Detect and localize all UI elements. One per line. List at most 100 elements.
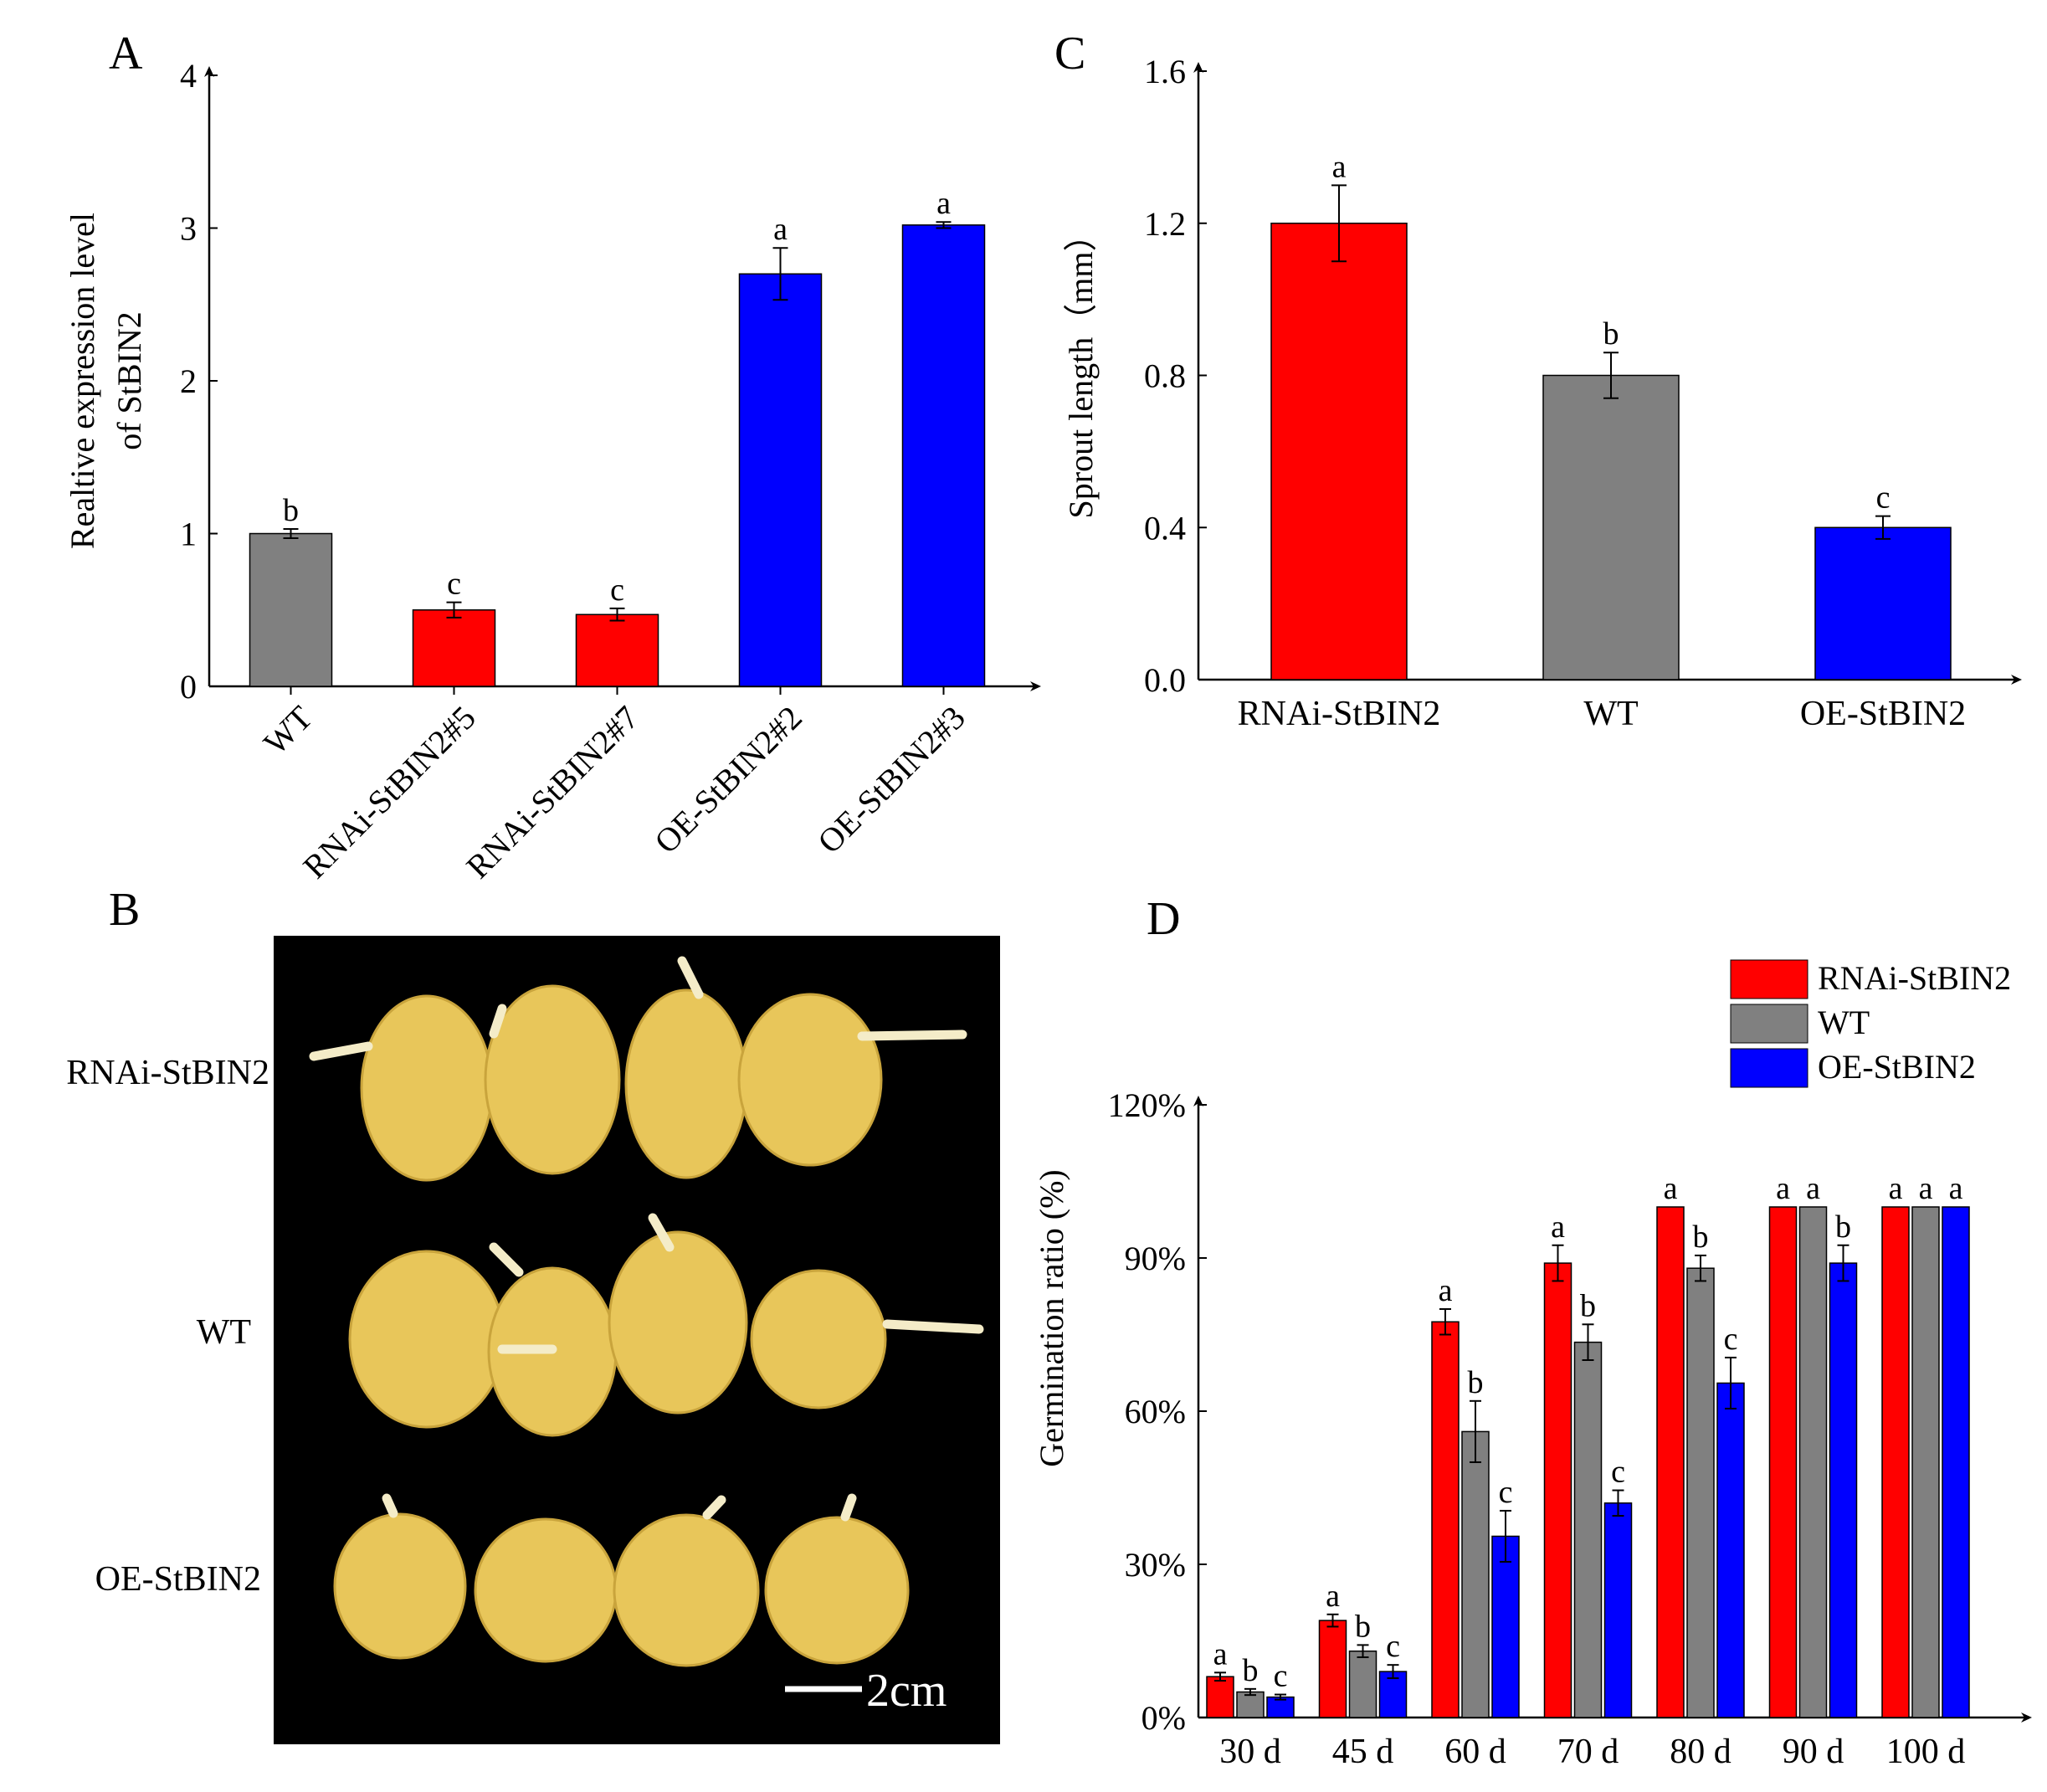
panel-d-bar xyxy=(1461,1430,1490,1718)
panel-d-significance-letter: a xyxy=(1889,1171,1903,1206)
panel-d-x-tick-label: 90 d xyxy=(1783,1733,1844,1771)
panel-d-bar xyxy=(1942,1206,1970,1718)
panel-d-legend: RNAi-StBIN2 WT OE-StBIN2 xyxy=(1730,959,2011,1088)
panel-a-chart: 0 1 2 3 4 b WT c RNAi-StBIN2#5 c RNAi-StBIN2#7 a OE-… xyxy=(180,57,1041,886)
panel-d-significance-letter: a xyxy=(1213,1636,1228,1671)
panel-d-significance-letter: c xyxy=(1499,1475,1513,1510)
panel-d-y-tick-label: 120% xyxy=(1108,1086,1186,1124)
legend-swatch-rnai xyxy=(1730,959,1808,999)
panel-c-chart: 0.0 0.4 0.8 1.2 1.6 a RNAi-StBIN2 b WT c OE-StBIN2 xyxy=(1144,53,2022,733)
photo-row-label-rnai: RNAi-StBIN2 xyxy=(66,1054,269,1092)
panel-a-bar xyxy=(575,614,659,687)
panel-d-significance-letter: b xyxy=(1243,1653,1259,1688)
legend-swatch-oe xyxy=(1730,1048,1808,1088)
panel-d-significance-letter: c xyxy=(1724,1322,1738,1357)
tuber-sprout xyxy=(648,1213,675,1252)
legend-label-wt: WT xyxy=(1818,1004,1870,1041)
panel-d-bar xyxy=(1798,1206,1828,1718)
panel-d-x-tick-label: 45 d xyxy=(1332,1733,1394,1771)
panel-d-bar xyxy=(1543,1262,1572,1718)
panel-c-bar xyxy=(1270,223,1408,680)
panel-a-significance-letter: b xyxy=(283,493,299,528)
panel-a-bar xyxy=(249,532,333,687)
panel-d-bar xyxy=(1431,1321,1460,1718)
tuber-shape xyxy=(624,988,748,1179)
panel-c-significance-letter: c xyxy=(1876,480,1891,516)
panel-d-x-tick-label: 80 d xyxy=(1670,1733,1731,1771)
panel-c-x-tick-label: OE-StBIN2 xyxy=(1800,695,1966,733)
panel-d-significance-letter: a xyxy=(1949,1171,1963,1206)
panel-a-ylabel-line1: Realtive expression level xyxy=(64,213,101,549)
panel-d-x-tick-label: 100 d xyxy=(1886,1733,1966,1771)
panel-d-bar xyxy=(1236,1691,1265,1718)
tuber-sprout xyxy=(489,1004,507,1039)
panel-c-y-tick-label: 1.2 xyxy=(1144,205,1186,243)
panel-d-bar xyxy=(1603,1502,1633,1718)
tuber-sprout xyxy=(882,1319,984,1334)
panel-c-significance-letter: b xyxy=(1603,316,1619,352)
tuber-shape xyxy=(750,1269,887,1409)
photo-row-label-oe: OE-StBIN2 xyxy=(95,1560,261,1599)
panel-a-y-tick-label: 4 xyxy=(180,57,197,95)
panel-d-x-tick-label: 70 d xyxy=(1557,1733,1619,1771)
tuber-photo-content xyxy=(309,956,984,1667)
panel-label-a: A xyxy=(109,28,143,80)
panel-d-bar xyxy=(1318,1620,1347,1718)
panel-d-bar xyxy=(1378,1671,1408,1718)
panel-d-y-tick-label: 0% xyxy=(1141,1699,1186,1737)
panel-a-significance-letter: c xyxy=(610,573,624,608)
panel-d-bar xyxy=(1829,1262,1858,1718)
tuber-sprout xyxy=(840,1493,857,1522)
legend-label-oe: OE-StBIN2 xyxy=(1818,1048,1976,1086)
panel-d-significance-letter: b xyxy=(1468,1365,1484,1400)
legend-swatch-wt xyxy=(1730,1004,1808,1044)
panel-c-y-tick-label: 1.6 xyxy=(1144,53,1186,90)
panel-a-significance-letter: a xyxy=(773,212,788,247)
panel-a-y-tick-label: 0 xyxy=(180,668,197,706)
panel-d-significance-letter: a xyxy=(1776,1171,1790,1206)
panel-b-photo: RNAi-StBIN2 WT OE-StBIN2 2cm xyxy=(66,936,1000,1744)
panel-c-y-tick-label: 0.4 xyxy=(1144,509,1186,547)
tuber-shape xyxy=(737,993,883,1167)
panel-d-x-tick-label: 60 d xyxy=(1444,1733,1506,1771)
panel-d-bar xyxy=(1768,1206,1798,1718)
panel-d-bar xyxy=(1881,1206,1910,1718)
tuber-sprout xyxy=(382,1493,398,1518)
panel-a-y-tick-label: 1 xyxy=(180,516,197,553)
tuber-shape xyxy=(360,994,494,1182)
panel-a-bar xyxy=(738,273,823,687)
scale-bar-label: 2cm xyxy=(866,1665,947,1717)
panel-c-x-tick-label: WT xyxy=(1583,695,1638,733)
panel-c-significance-letter: a xyxy=(1332,149,1347,184)
tuber-shape xyxy=(474,1517,618,1663)
tuber-sprout xyxy=(857,1030,967,1041)
tuber-sprout xyxy=(677,956,704,999)
panel-label-b: B xyxy=(109,884,140,936)
legend-label-rnai: RNAi-StBIN2 xyxy=(1818,959,2011,997)
panel-c-bar xyxy=(1542,374,1680,680)
panel-label-d: D xyxy=(1147,893,1180,945)
tuber-shape xyxy=(608,1230,748,1415)
panel-a-ylabel-line2: of StBIN2 xyxy=(110,311,148,450)
panel-d-significance-letter: b xyxy=(1693,1219,1709,1255)
panel-c-y-tick-label: 0.0 xyxy=(1144,661,1186,699)
tuber-sprout xyxy=(702,1495,726,1520)
panel-d-significance-letter: a xyxy=(1919,1171,1933,1206)
tuber-shape xyxy=(764,1516,910,1665)
panel-c-bar xyxy=(1814,526,1952,680)
panel-d-ylabel: Germination ratio (%) xyxy=(1033,1169,1070,1466)
panel-a-x-tick-label: RNAi-StBIN2#7 xyxy=(459,699,646,886)
panel-a-x-tick-label: WT xyxy=(256,699,320,762)
panel-d-bar xyxy=(1656,1206,1685,1718)
panel-d-x-tick-label: 30 d xyxy=(1219,1733,1281,1771)
panel-d-y-tick-label: 60% xyxy=(1125,1393,1186,1430)
panel-a-bar xyxy=(412,609,496,687)
panel-d-significance-letter: b xyxy=(1580,1288,1596,1323)
tuber-sprout xyxy=(309,1041,373,1061)
panel-d-y-tick-label: 90% xyxy=(1125,1240,1186,1277)
panel-d-bar xyxy=(1686,1267,1715,1718)
panel-d-significance-letter: a xyxy=(1326,1579,1340,1614)
panel-a-x-tick-label: OE-StBIN2#2 xyxy=(647,699,809,861)
panel-a-bar xyxy=(901,224,986,687)
tuber-shape xyxy=(348,1250,505,1429)
